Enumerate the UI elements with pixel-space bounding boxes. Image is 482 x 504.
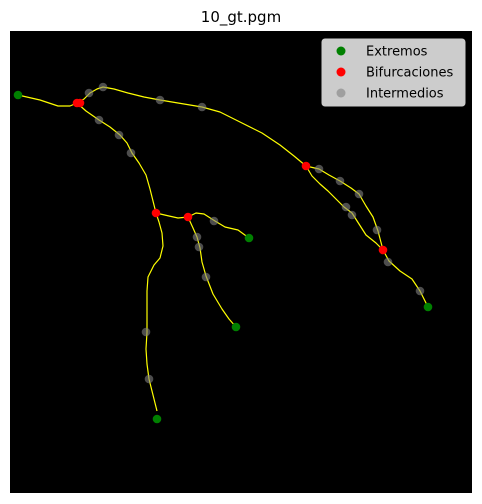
skeleton-branch-1	[17, 94, 78, 107]
point-intermedios-10	[354, 189, 364, 199]
legend-marker-bifurcaciones	[336, 67, 346, 77]
point-bifurcaciones-5	[151, 208, 161, 218]
legend-label-bifurcaciones: Bifurcaciones	[366, 66, 453, 81]
legend-box	[321, 38, 466, 107]
point-extremos-3	[152, 414, 162, 424]
point-intermedios-13	[372, 225, 382, 235]
point-bifurcaciones-2	[75, 98, 85, 108]
skeleton-branch-4	[145, 212, 164, 412]
point-intermedios-8	[314, 164, 324, 174]
point-extremos-5	[231, 322, 241, 332]
image-axes	[10, 31, 472, 493]
legend-marker-intermedios	[336, 88, 346, 98]
point-intermedios-14	[383, 257, 393, 267]
point-intermedios-2	[98, 82, 108, 92]
point-intermedios-15	[415, 286, 425, 296]
point-intermedios-16	[192, 232, 202, 242]
point-intermedios-18	[209, 216, 219, 226]
point-intermedios-21	[144, 374, 154, 384]
point-intermedios-9	[335, 176, 345, 186]
point-extremos-1	[13, 90, 23, 100]
point-intermedios-17	[194, 242, 204, 252]
point-intermedios-6	[114, 130, 124, 140]
legend-label-extremos: Extremos	[366, 45, 428, 60]
point-intermedios-7	[126, 148, 136, 158]
point-intermedios-1	[84, 88, 94, 98]
point-extremos-2	[423, 302, 433, 312]
skeleton-branch-5	[155, 212, 250, 239]
point-bifurcaciones-3	[301, 161, 311, 171]
legend-marker-extremos	[336, 46, 346, 56]
point-bifurcaciones-6	[183, 212, 193, 222]
skeleton-branch-8	[305, 165, 384, 251]
point-bifurcaciones-4	[378, 245, 388, 255]
chart-title: 10_gt.pgm	[201, 8, 281, 27]
point-intermedios-12	[347, 210, 357, 220]
point-intermedios-5	[94, 115, 104, 125]
keypoints	[13, 82, 433, 424]
legend: Extremos Bifurcaciones Intermedios	[321, 38, 466, 107]
point-intermedios-11	[341, 202, 351, 212]
skeleton-branch-6	[187, 216, 237, 328]
point-intermedios-4	[197, 102, 207, 112]
point-extremos-4	[244, 233, 254, 243]
point-intermedios-19	[201, 272, 211, 282]
point-intermedios-3	[155, 95, 165, 105]
point-intermedios-20	[141, 327, 151, 337]
legend-label-intermedios: Intermedios	[366, 87, 444, 102]
skeleton-branch-3	[76, 102, 157, 214]
